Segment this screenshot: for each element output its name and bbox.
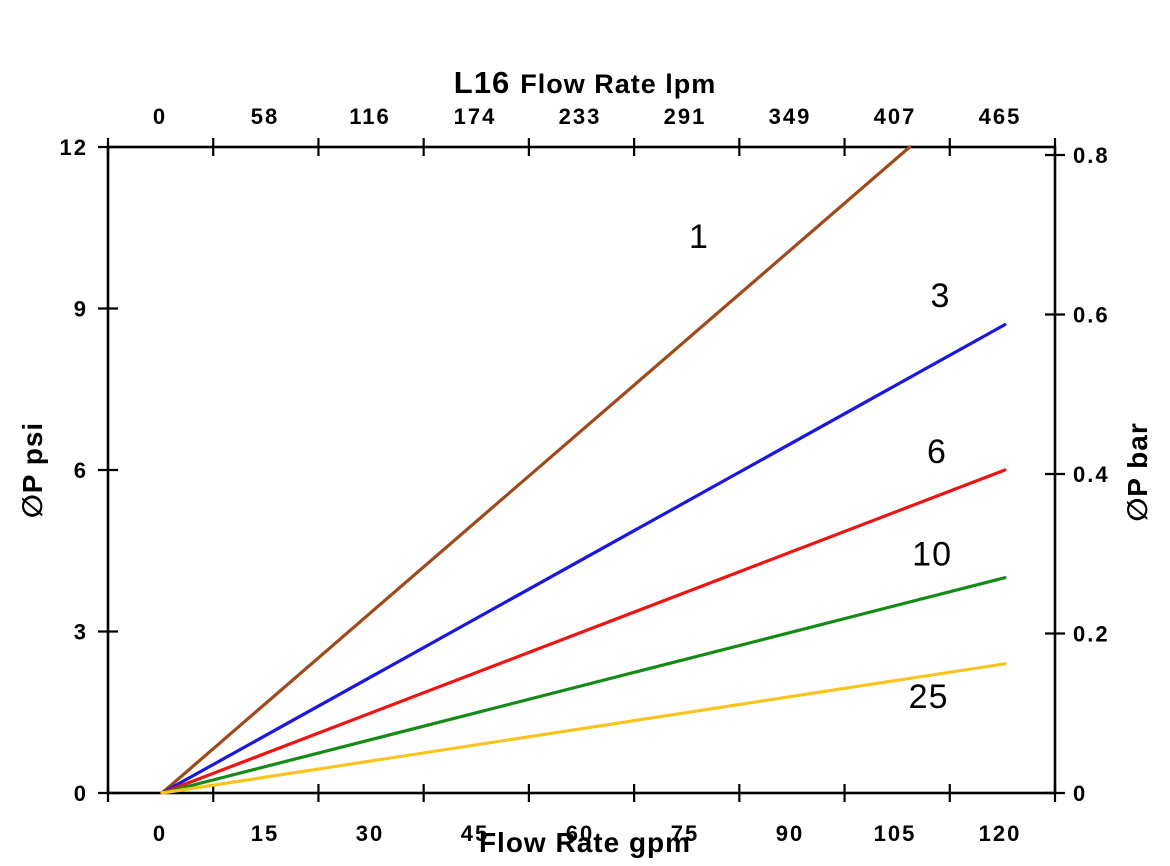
- top-tick-label-lpm: 58: [251, 104, 279, 129]
- left-tick-label-psi: 0: [74, 781, 88, 806]
- right-tick-label-bar: 0.8: [1073, 143, 1110, 168]
- top-tick-label-lpm: 116: [349, 104, 391, 129]
- bottom-tick-label-gpm: 60: [566, 821, 594, 846]
- bottom-tick-label-gpm: 15: [251, 821, 279, 846]
- top-tick-label-lpm: 349: [769, 104, 812, 129]
- right-tick-label-bar: 0.4: [1073, 462, 1110, 487]
- right-tick-label-bar: 0.6: [1073, 303, 1110, 328]
- y-axis-title-psi: ∅P psi: [17, 421, 48, 519]
- series-label-10: 10: [912, 535, 952, 573]
- top-tick-label-lpm: 233: [559, 104, 602, 129]
- series-line-1: [160, 145, 912, 795]
- right-tick-label-bar: 0: [1073, 781, 1087, 806]
- bottom-tick-label-gpm: 30: [356, 821, 384, 846]
- series-line-25: [160, 662, 1007, 795]
- series-label-6: 6: [927, 433, 947, 471]
- left-tick-label-psi: 3: [74, 620, 88, 645]
- bottom-tick-label-gpm: 90: [776, 821, 804, 846]
- top-tick-label-lpm: 465: [979, 104, 1022, 129]
- bottom-tick-label-gpm: 0: [153, 821, 167, 846]
- top-tick-label-lpm: 174: [454, 104, 497, 129]
- chart-title: L16 Flow Rate lpm: [0, 62, 1170, 104]
- top-tick-label-lpm: 0: [153, 104, 167, 129]
- left-tick-label-psi: 6: [74, 458, 88, 483]
- right-tick-label-bar: 0.2: [1073, 622, 1110, 647]
- series-line-6: [160, 468, 1007, 795]
- left-tick-label-psi: 9: [74, 297, 88, 322]
- series-label-1: 1: [689, 218, 709, 256]
- series-line-10: [160, 576, 1007, 795]
- y-axis-title-bar: ∅P bar: [1122, 422, 1153, 522]
- top-tick-label-lpm: 407: [874, 104, 917, 129]
- series-label-3: 3: [931, 277, 951, 315]
- top-tick-label-lpm: 291: [664, 104, 707, 129]
- bottom-tick-label-gpm: 105: [874, 821, 917, 846]
- chart-title-model: L16: [453, 65, 511, 100]
- chart-title-text: Flow Rate lpm: [520, 69, 717, 99]
- bottom-tick-label-gpm: 120: [979, 821, 1022, 846]
- bottom-tick-label-gpm: 75: [671, 821, 699, 846]
- series-label-25: 25: [909, 678, 949, 716]
- series-line-3: [160, 323, 1007, 795]
- bottom-tick-label-gpm: 45: [461, 821, 489, 846]
- x-axis-title-gpm: Flow Rate gpm: [478, 827, 692, 858]
- left-tick-label-psi: 12: [60, 135, 88, 160]
